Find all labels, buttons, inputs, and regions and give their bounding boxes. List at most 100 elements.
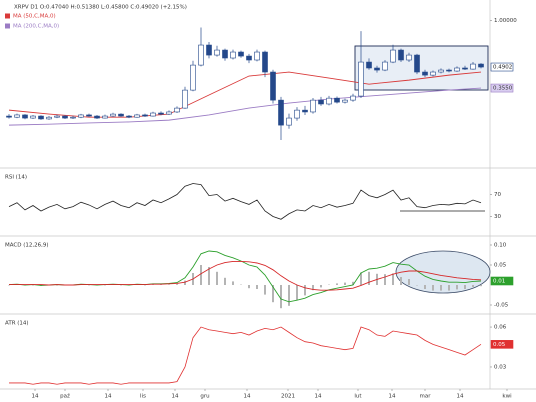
- candle-body: [294, 109, 300, 119]
- y-tick-label: 0.05: [494, 263, 507, 269]
- histogram-bar: [440, 285, 442, 291]
- candle-body: [310, 99, 316, 113]
- candle-body: [174, 107, 180, 113]
- candle-body: [342, 99, 348, 103]
- drawn-ellipse[interactable]: [395, 250, 491, 294]
- x-tick-label: 14: [457, 394, 464, 400]
- candle-body: [478, 63, 484, 68]
- x-tick-label: mar: [420, 394, 432, 400]
- last-value-label: 0.01: [493, 279, 505, 285]
- histogram-bar: [352, 281, 354, 285]
- chart-header: XRPV D1 O:0.47040 H:0.51380 L:0.45800 C:…: [14, 5, 187, 11]
- candle-body: [142, 114, 148, 117]
- candle-body: [318, 99, 324, 105]
- candle-body: [398, 49, 404, 61]
- histogram-bar: [304, 285, 306, 296]
- candle-body: [350, 95, 356, 101]
- x-tick-label: 2021: [281, 394, 295, 400]
- candle-body: [406, 54, 412, 61]
- candle-body: [134, 114, 140, 118]
- candle-body: [430, 71, 436, 76]
- histogram-bar: [344, 282, 346, 285]
- histogram-bar: [360, 272, 362, 285]
- candle-body: [382, 61, 388, 71]
- candle-body: [150, 112, 156, 117]
- y-tick-label: -0.05: [494, 303, 509, 309]
- last-value-box: [490, 62, 514, 72]
- panel-title: ATR (14): [5, 321, 29, 327]
- histogram-bar: [176, 284, 178, 285]
- indicator-line: [9, 326, 482, 385]
- histogram-bar: [448, 285, 450, 291]
- y-tick-label: 0.06: [494, 325, 507, 331]
- legend-label: MA (50,C,MA,0): [13, 14, 56, 20]
- legend-label: MA (200,C,MA,0): [13, 24, 59, 30]
- x-tick-label: 14: [105, 394, 112, 400]
- histogram-bar: [472, 285, 474, 287]
- indicator-line: [8, 71, 482, 118]
- histogram-bar: [432, 285, 434, 291]
- candle-body: [414, 54, 420, 73]
- candle-body: [206, 44, 212, 56]
- candle-body: [110, 113, 116, 117]
- histogram-bar: [256, 285, 258, 289]
- candle-body: [6, 115, 12, 118]
- histogram-bar: [184, 280, 186, 285]
- indicator-line: [8, 183, 482, 220]
- last-value-box: [490, 340, 514, 349]
- histogram-bar: [296, 285, 298, 301]
- candle-body: [54, 115, 60, 118]
- candle-body: [334, 97, 340, 103]
- x-tick-label: gru: [200, 394, 209, 400]
- candle-body: [62, 115, 68, 119]
- candle-body: [214, 49, 220, 56]
- histogram-bar: [456, 285, 458, 290]
- candle-body: [230, 51, 236, 59]
- candle-body: [222, 49, 228, 59]
- last-value-box: [490, 276, 514, 286]
- histogram-bar: [336, 283, 338, 285]
- legend-swatch: [5, 23, 10, 29]
- last-value-label: 0.3550: [493, 86, 513, 92]
- candle-body: [246, 55, 252, 61]
- candle-body: [118, 113, 124, 117]
- candle-body: [126, 115, 132, 118]
- histogram-bar: [392, 273, 394, 285]
- histogram-bar: [264, 285, 266, 295]
- candle-body: [438, 69, 444, 73]
- candle-body: [366, 61, 372, 69]
- candle-body: [238, 51, 244, 57]
- histogram-bar: [288, 285, 290, 306]
- candle-body: [198, 44, 204, 66]
- candle-body: [470, 63, 476, 70]
- y-tick-label: 0.10: [494, 243, 507, 249]
- histogram-bar: [320, 285, 322, 288]
- candle-body: [78, 114, 84, 118]
- x-tick-label: 14: [172, 394, 179, 400]
- indicator-line: [9, 260, 482, 291]
- x-tick-label: 14: [244, 394, 251, 400]
- y-tick-label: 70: [494, 192, 501, 198]
- candle-body: [94, 115, 100, 119]
- panel-title: RSI (14): [5, 175, 27, 181]
- histogram-bar: [384, 274, 386, 285]
- y-tick-label: 30: [494, 214, 501, 220]
- candle-body: [30, 115, 36, 119]
- candle-body: [22, 114, 28, 119]
- candle-body: [46, 116, 52, 120]
- histogram-bar: [312, 285, 314, 291]
- candle-body: [278, 99, 284, 126]
- x-tick-label: 14: [389, 394, 396, 400]
- histogram-bar: [224, 277, 226, 285]
- candle-body: [302, 109, 308, 113]
- histogram-bar: [400, 277, 402, 285]
- histogram-bar: [408, 279, 410, 285]
- candle-body: [270, 71, 276, 101]
- panel-title: MACD (12,26,9): [5, 243, 49, 249]
- candle-body: [14, 114, 20, 118]
- histogram-bar: [272, 285, 274, 303]
- candle-body: [166, 111, 172, 115]
- candle-body: [38, 115, 44, 120]
